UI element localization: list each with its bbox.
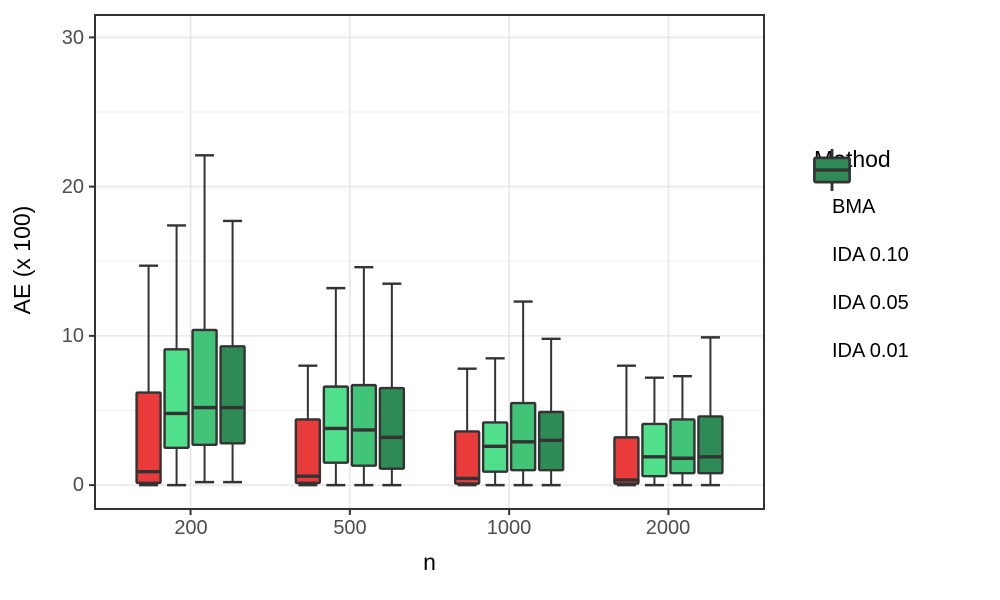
panel-border bbox=[94, 14, 765, 510]
boxplot-ida-0-10-n2000 bbox=[641, 376, 668, 487]
boxplot-ida-0-10-n500 bbox=[322, 286, 350, 487]
x-tick-label: 200 bbox=[174, 517, 208, 539]
boxplot-ida-0-01-n200 bbox=[219, 219, 246, 484]
x-tick-label: 500 bbox=[333, 517, 367, 539]
box-iqr bbox=[135, 391, 162, 485]
box-iqr bbox=[163, 348, 190, 450]
legend-item-ida-005: IDA 0.05 bbox=[812, 149, 909, 327]
box-iqr bbox=[322, 385, 350, 464]
boxplot-ida-0-05-n500 bbox=[350, 266, 378, 487]
y-tick-label: 10 bbox=[61, 325, 84, 347]
boxplot-bma-n500 bbox=[294, 364, 322, 487]
boxplot-ida-0-05-n1000 bbox=[509, 300, 537, 487]
x-tick-label: 2000 bbox=[645, 517, 691, 539]
boxplot-ida-0-10-n200 bbox=[163, 224, 190, 487]
gridlines bbox=[95, 15, 764, 509]
boxplot-ida-0-01-n500 bbox=[378, 282, 406, 487]
box-iqr bbox=[219, 345, 246, 445]
legend: Method BMA IDA 0.10 IDA 0.05 bbox=[812, 146, 909, 375]
y-axis-title: AE (x 100) bbox=[9, 205, 35, 315]
legend-label: BMA bbox=[832, 195, 876, 218]
boxplot-bma-n200 bbox=[135, 264, 162, 487]
legend-item-ida-010: IDA 0.10 bbox=[812, 149, 909, 279]
box-iqr bbox=[669, 418, 696, 475]
box-iqr bbox=[294, 418, 322, 485]
boxplot-bma-n2000 bbox=[613, 364, 640, 487]
boxplot-ida-0-01-n2000 bbox=[697, 336, 724, 487]
box-iqr bbox=[191, 328, 218, 447]
y-tick-label: 30 bbox=[61, 27, 84, 49]
x-axis-title: n bbox=[423, 549, 436, 575]
box-iqr bbox=[613, 436, 640, 485]
boxplot-ida-0-05-n2000 bbox=[669, 374, 696, 487]
x-tick-label: 1000 bbox=[486, 517, 532, 539]
axis-ticks bbox=[89, 36, 670, 515]
legend-key-boxplot-icon bbox=[813, 149, 851, 191]
y-tick-label: 20 bbox=[61, 176, 84, 198]
y-tick-label: 0 bbox=[72, 474, 84, 496]
boxplot-ida-0-10-n1000 bbox=[481, 357, 509, 487]
box-iqr bbox=[350, 383, 378, 467]
box-iqr bbox=[641, 422, 668, 478]
legend-label: IDA 0.05 bbox=[832, 291, 909, 314]
box-iqr bbox=[378, 386, 406, 470]
box-iqr bbox=[453, 430, 481, 485]
boxplot-bma-n1000 bbox=[453, 367, 481, 487]
boxplot-ida-0-01-n1000 bbox=[537, 337, 565, 487]
box-iqr bbox=[509, 401, 537, 472]
box-iqr bbox=[697, 415, 724, 475]
legend-label: IDA 0.01 bbox=[832, 339, 909, 362]
boxplot-ida-0-05-n200 bbox=[191, 154, 218, 484]
legend-item-ida-001: IDA 0.01 bbox=[812, 149, 909, 375]
legend-label: IDA 0.10 bbox=[832, 243, 909, 266]
